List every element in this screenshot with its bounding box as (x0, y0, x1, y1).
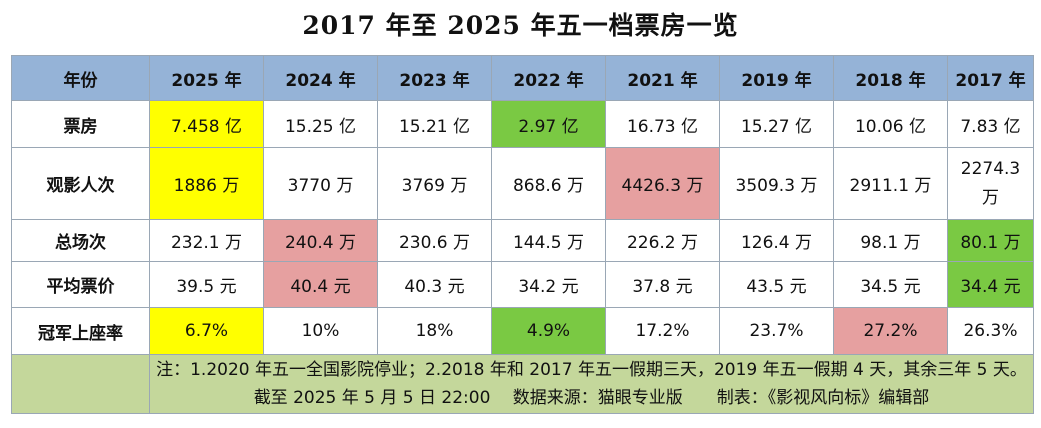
row-label: 总场次 (11, 219, 150, 262)
table-cell: 1886 万 (149, 147, 264, 220)
notes-row: 注：1.2020 年五一全国影院停业；2.2018 年和 2017 年五一假期三… (11, 354, 1034, 414)
table-cell: 868.6 万 (491, 147, 606, 220)
table-cell: 240.4 万 (263, 219, 378, 262)
note-line-1: 注：1.2020 年五一全国影院停业；2.2018 年和 2017 年五一假期三… (156, 360, 1027, 380)
year-header: 2018 年 (833, 55, 948, 101)
table-cell: 4426.3 万 (605, 147, 720, 220)
row-label: 平均票价 (11, 261, 150, 308)
table-cell: 16.73 亿 (605, 100, 720, 148)
table-cell: 34.4 元 (947, 261, 1034, 308)
year-header: 2025 年 (149, 55, 264, 101)
table-cell: 144.5 万 (491, 219, 606, 262)
table-cell: 2.97 亿 (491, 100, 606, 148)
table-cell: 27.2% (833, 307, 948, 355)
year-header: 2017 年 (947, 55, 1034, 101)
table-cell: 34.5 元 (833, 261, 948, 308)
table-cell: 18% (377, 307, 492, 355)
table-cell: 232.1 万 (149, 219, 264, 262)
notes-spacer (11, 354, 150, 414)
table-cell: 7.83 亿 (947, 100, 1034, 148)
table-cell: 3769 万 (377, 147, 492, 220)
row-label: 观影人次 (11, 147, 150, 220)
table-cell: 2274.3 万 (947, 147, 1034, 220)
table-cell: 226.2 万 (605, 219, 720, 262)
table-row-admissions: 观影人次 1886 万 3770 万 3769 万 868.6 万 4426.3… (11, 147, 1034, 220)
table-cell: 6.7% (149, 307, 264, 355)
corner-header: 年份 (11, 55, 150, 101)
year-header: 2022 年 (491, 55, 606, 101)
table-cell: 230.6 万 (377, 219, 492, 262)
table-cell: 23.7% (719, 307, 834, 355)
table-cell: 7.458 亿 (149, 100, 264, 148)
year-header: 2024 年 (263, 55, 378, 101)
year-header: 2019 年 (719, 55, 834, 101)
header-row: 年份 2025 年 2024 年 2023 年 2022 年 2021 年 20… (11, 55, 1034, 101)
page-title: 2017 年至 2025 年五一档票房一览 (302, 11, 739, 40)
note-line-2: 截至 2025 年 5 月 5 日 22:00 数据来源：猫眼专业版 制表：《影… (253, 388, 930, 408)
table-cell: 17.2% (605, 307, 720, 355)
table-cell: 15.25 亿 (263, 100, 378, 148)
table-cell: 2911.1 万 (833, 147, 948, 220)
table-row-avg-price: 平均票价 39.5 元 40.4 元 40.3 元 34.2 元 37.8 元 … (11, 261, 1034, 308)
year-header: 2023 年 (377, 55, 492, 101)
year-header: 2021 年 (605, 55, 720, 101)
table-row-screenings: 总场次 232.1 万 240.4 万 230.6 万 144.5 万 226.… (11, 219, 1034, 262)
table-row-champion-occupancy: 冠军上座率 6.7% 10% 18% 4.9% 17.2% 23.7% 27.2… (11, 307, 1034, 355)
table-cell: 39.5 元 (149, 261, 264, 308)
table-cell: 15.21 亿 (377, 100, 492, 148)
row-label: 票房 (11, 100, 150, 148)
box-office-table: 年份 2025 年 2024 年 2023 年 2022 年 2021 年 20… (11, 55, 1034, 414)
row-label: 冠军上座率 (11, 307, 150, 355)
table-cell: 40.4 元 (263, 261, 378, 308)
table-cell: 40.3 元 (377, 261, 492, 308)
table-cell: 10% (263, 307, 378, 355)
table-cell: 37.8 元 (605, 261, 720, 308)
table-cell: 26.3% (947, 307, 1034, 355)
table-cell: 3770 万 (263, 147, 378, 220)
table-cell: 98.1 万 (833, 219, 948, 262)
notes-cell: 注：1.2020 年五一全国影院停业；2.2018 年和 2017 年五一假期三… (149, 354, 1034, 414)
table-cell: 10.06 亿 (833, 100, 948, 148)
table-cell: 15.27 亿 (719, 100, 834, 148)
table-cell: 80.1 万 (947, 219, 1034, 262)
table-cell: 34.2 元 (491, 261, 606, 308)
table-cell: 3509.3 万 (719, 147, 834, 220)
table-row-box-office: 票房 7.458 亿 15.25 亿 15.21 亿 2.97 亿 16.73 … (11, 100, 1034, 148)
table-cell: 126.4 万 (719, 219, 834, 262)
table-cell: 4.9% (491, 307, 606, 355)
wrapped-cell-text: 2274.3 万 (960, 158, 1021, 208)
table-cell: 43.5 元 (719, 261, 834, 308)
